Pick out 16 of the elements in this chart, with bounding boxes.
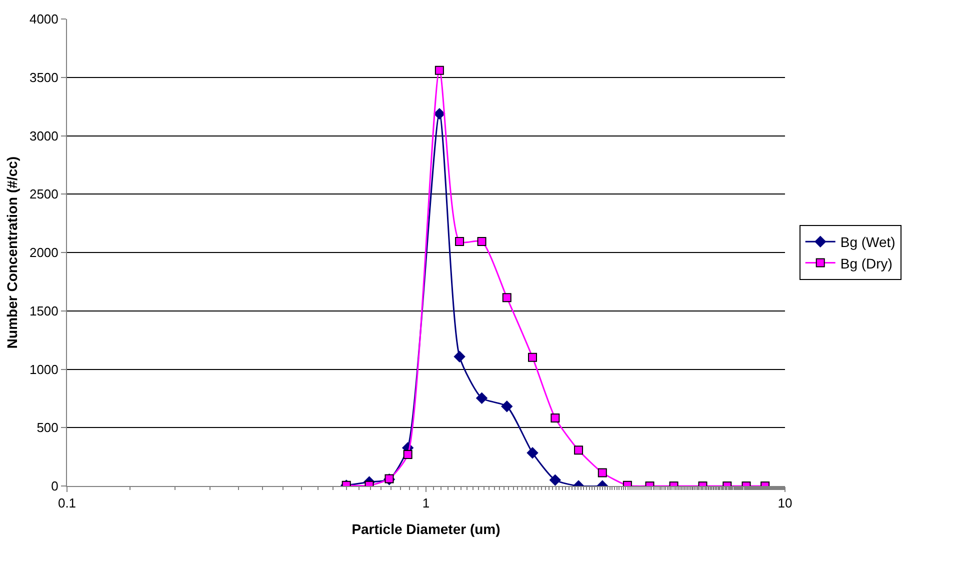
y-axis-title: Number Concentration (#/cc) — [4, 156, 20, 349]
x-tick-label: 1 — [422, 496, 430, 511]
y-tick-label: 500 — [36, 420, 58, 436]
y-tick-label: 3500 — [29, 70, 58, 85]
y-tick-label: 2000 — [29, 245, 58, 260]
legend-label: Bg (Wet) — [840, 234, 896, 250]
y-tick-label: 2500 — [29, 186, 58, 202]
x-tick-label: 10 — [778, 496, 792, 511]
x-axis-title: Particle Diameter (um) — [352, 520, 500, 537]
y-tick-label: 1000 — [29, 362, 58, 377]
y-tick-label: 1500 — [29, 303, 58, 318]
x-tick-label: 0.1 — [58, 496, 76, 511]
legend-label: Bg (Dry) — [840, 255, 892, 272]
y-tick-label: 4000 — [29, 12, 58, 27]
y-tick-label: 0 — [51, 478, 58, 494]
y-tick-label: 3000 — [29, 128, 58, 144]
